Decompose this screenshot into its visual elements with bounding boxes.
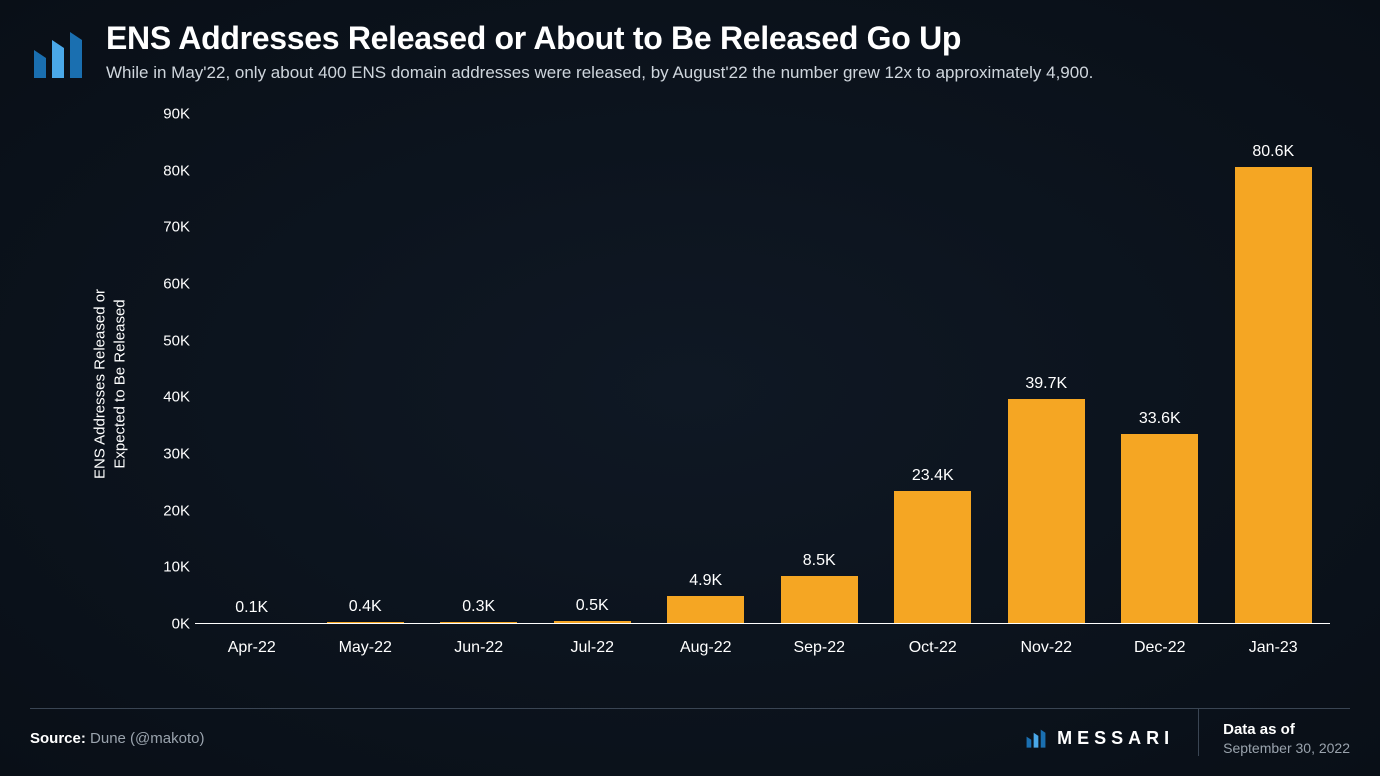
source-label: Source: Dune (@makoto)	[30, 730, 204, 747]
bar-value-label: 8.5K	[803, 552, 836, 570]
bar-column: 33.6K	[1103, 114, 1217, 624]
bar	[1121, 434, 1198, 624]
x-tick-label: Apr-22	[195, 629, 309, 664]
title-block: ENS Addresses Released or About to Be Re…	[106, 20, 1350, 83]
x-tick-label: Nov-22	[990, 629, 1104, 664]
y-tick-label: 60K	[163, 276, 190, 293]
bar	[1008, 399, 1085, 624]
brand-name: MESSARI	[1057, 728, 1174, 749]
x-tick-label: Oct-22	[876, 629, 990, 664]
plot-region: 0K10K20K30K40K50K60K70K80K90K 0.1K0.4K0.…	[195, 114, 1330, 624]
x-tick-label: Sep-22	[763, 629, 877, 664]
bar-column: 23.4K	[876, 114, 990, 624]
bar-value-label: 0.3K	[462, 598, 495, 616]
bar	[894, 491, 971, 624]
bar	[1235, 167, 1312, 624]
y-tick-label: 10K	[163, 559, 190, 576]
messari-logo-small-icon	[1025, 728, 1047, 750]
bar-column: 0.3K	[422, 114, 536, 624]
bar	[781, 576, 858, 624]
y-axis-label-line2: Expected to Be Released	[111, 299, 128, 468]
bar-column: 8.5K	[763, 114, 877, 624]
header: ENS Addresses Released or About to Be Re…	[0, 0, 1380, 89]
y-tick-label: 90K	[163, 106, 190, 123]
y-tick-label: 40K	[163, 389, 190, 406]
source-value: Dune (@makoto)	[90, 730, 204, 747]
bars-container: 0.1K 0.4K 0.3K 0.5K 4.9K 8.5K 23.4K 39.7K 33.6K 8…	[195, 114, 1330, 624]
bar-value-label: 0.1K	[235, 599, 268, 617]
date-value: September 30, 2022	[1223, 740, 1350, 756]
y-tick-label: 70K	[163, 219, 190, 236]
x-labels: Apr-22May-22Jun-22Jul-22Aug-22Sep-22Oct-…	[195, 629, 1330, 664]
bar-value-label: 0.5K	[576, 597, 609, 615]
chart-title: ENS Addresses Released or About to Be Re…	[106, 20, 1350, 57]
bar-value-label: 39.7K	[1025, 375, 1067, 393]
bar	[667, 596, 744, 624]
bar-value-label: 80.6K	[1252, 143, 1294, 161]
y-tick-label: 30K	[163, 446, 190, 463]
x-tick-label: Dec-22	[1103, 629, 1217, 664]
bar-column: 0.4K	[309, 114, 423, 624]
footer-date: Data as of September 30, 2022	[1199, 721, 1350, 756]
bar-column: 4.9K	[649, 114, 763, 624]
x-tick-label: May-22	[309, 629, 423, 664]
bar-column: 0.1K	[195, 114, 309, 624]
footer: Source: Dune (@makoto) MESSARI Data as o…	[30, 708, 1350, 756]
bar-column: 39.7K	[990, 114, 1104, 624]
bar-value-label: 4.9K	[689, 572, 722, 590]
bar-value-label: 0.4K	[349, 598, 382, 616]
chart-area: ENS Addresses Released or Expected to Be…	[40, 104, 1340, 664]
x-tick-label: Jan-23	[1217, 629, 1331, 664]
x-axis-line	[195, 623, 1330, 624]
y-ticks: 0K10K20K30K40K50K60K70K80K90K	[140, 114, 190, 624]
x-tick-label: Jun-22	[422, 629, 536, 664]
bar-value-label: 33.6K	[1139, 410, 1181, 428]
y-axis-label: ENS Addresses Released or Expected to Be…	[91, 289, 130, 479]
y-axis-label-line1: ENS Addresses Released or	[92, 289, 109, 479]
date-label: Data as of	[1223, 721, 1350, 738]
messari-logo-icon	[30, 28, 86, 89]
chart-subtitle: While in May'22, only about 400 ENS doma…	[106, 63, 1350, 83]
source-prefix: Source:	[30, 730, 86, 747]
footer-brand: MESSARI	[1025, 728, 1198, 750]
y-tick-label: 20K	[163, 502, 190, 519]
y-tick-label: 50K	[163, 332, 190, 349]
x-tick-label: Jul-22	[536, 629, 650, 664]
y-tick-label: 0K	[172, 616, 190, 633]
bar-value-label: 23.4K	[912, 467, 954, 485]
bar-column: 80.6K	[1217, 114, 1331, 624]
bar-column: 0.5K	[536, 114, 650, 624]
x-tick-label: Aug-22	[649, 629, 763, 664]
y-tick-label: 80K	[163, 162, 190, 179]
